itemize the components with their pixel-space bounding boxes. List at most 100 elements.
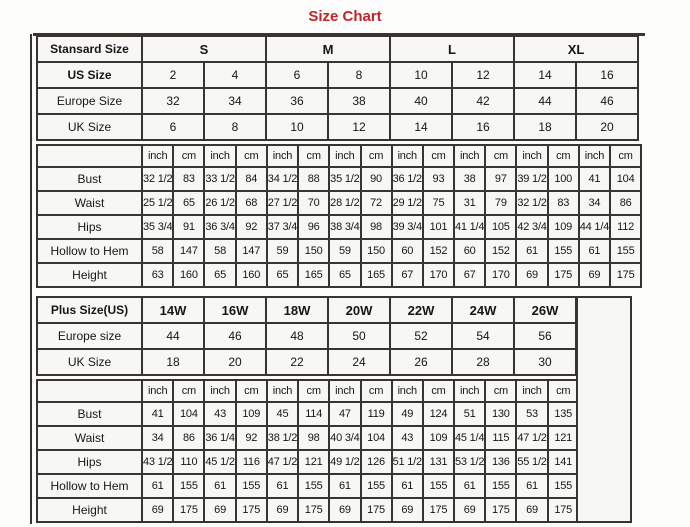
measure-value-cell: 86	[172, 425, 206, 451]
measure-value-cell: 147	[172, 238, 206, 264]
measure-value-cell: 109	[234, 401, 268, 427]
unit-cell: inch	[328, 144, 362, 168]
measure-value-cell: 101	[421, 214, 455, 240]
measure-value-cell: 91	[172, 214, 206, 240]
unit-cell: inch	[515, 379, 549, 403]
empty-label-cell	[36, 379, 143, 403]
unit-cell: cm	[546, 144, 580, 168]
measure-value-cell: 49	[390, 401, 424, 427]
measure-value-cell: 69	[390, 497, 424, 523]
measure-value-cell: 35 1/2	[328, 166, 362, 192]
measure-value-cell: 152	[421, 238, 455, 264]
unit-cell: cm	[484, 379, 518, 403]
measure-value-cell: 36 3/4	[203, 214, 237, 240]
measure-value-cell: 28 1/2	[328, 190, 362, 216]
info-value-cell: 14	[513, 61, 577, 89]
size-row-label: Stansard Size	[36, 35, 143, 63]
measure-value-cell: 175	[421, 497, 455, 523]
unit-cell: inch	[140, 144, 175, 168]
measure-value-cell: 27 1/2	[265, 190, 300, 216]
size-cell: L	[389, 35, 515, 63]
measure-value-cell: 97	[484, 166, 518, 192]
measure-value-cell: 72	[359, 190, 393, 216]
unit-cell: inch	[390, 379, 424, 403]
measure-value-cell: 67	[452, 262, 487, 288]
measure-value-cell: 175	[297, 497, 331, 523]
measure-value-cell: 150	[359, 238, 393, 264]
measure-value-cell: 126	[359, 449, 393, 475]
measure-value-cell: 65	[328, 262, 362, 288]
info-row-label: Europe size	[36, 322, 143, 350]
measure-value-cell: 98	[359, 214, 393, 240]
info-value-cell: 16	[451, 113, 515, 141]
measure-value-cell: 61	[265, 473, 300, 499]
info-value-cell: 8	[327, 61, 391, 89]
unit-cell: inch	[328, 379, 362, 403]
info-value-cell: 10	[265, 113, 329, 141]
measure-value-cell: 67	[390, 262, 424, 288]
measure-value-cell: 155	[546, 473, 580, 499]
unit-cell: inch	[140, 379, 175, 403]
page-title: Size Chart	[308, 8, 382, 25]
measure-value-cell: 79	[484, 190, 518, 216]
info-value-cell: 50	[327, 322, 391, 350]
measure-value-cell: 44 1/4	[577, 214, 612, 240]
measure-value-cell: 84	[234, 166, 268, 192]
plus-table-empty-column	[576, 296, 632, 523]
unit-cell: inch	[577, 144, 612, 168]
measure-value-cell: 175	[234, 497, 268, 523]
measure-value-cell: 51 1/2	[390, 449, 424, 475]
info-value-cell: 20	[203, 348, 267, 376]
measure-value-cell: 45 1/4	[452, 425, 487, 451]
measure-value-cell: 155	[172, 473, 206, 499]
unit-cell: cm	[172, 144, 206, 168]
unit-cell: inch	[203, 379, 237, 403]
unit-cell: cm	[297, 144, 331, 168]
info-value-cell: 2	[141, 61, 205, 89]
measure-value-cell: 40 3/4	[328, 425, 362, 451]
measure-value-cell: 69	[328, 497, 362, 523]
measure-value-cell: 65	[265, 262, 300, 288]
measure-value-cell: 49 1/2	[328, 449, 362, 475]
measure-value-cell: 33 1/2	[203, 166, 237, 192]
measure-value-cell: 26 1/2	[203, 190, 237, 216]
info-value-cell: 52	[389, 322, 453, 350]
unit-cell: inch	[452, 144, 487, 168]
measure-value-cell: 61	[140, 473, 175, 499]
unit-cell: cm	[359, 144, 393, 168]
unit-cell: cm	[172, 379, 206, 403]
measure-value-cell: 38	[452, 166, 487, 192]
measure-value-cell: 124	[421, 401, 455, 427]
info-value-cell: 26	[389, 348, 453, 376]
measure-value-cell: 59	[265, 238, 300, 264]
measure-value-cell: 61	[515, 238, 549, 264]
measure-value-cell: 119	[359, 401, 393, 427]
measure-value-cell: 41 1/4	[452, 214, 487, 240]
unit-cell: cm	[234, 144, 268, 168]
measure-value-cell: 68	[234, 190, 268, 216]
measure-value-cell: 47 1/2	[515, 425, 549, 451]
info-value-cell: 44	[141, 322, 205, 350]
info-value-cell: 48	[265, 322, 329, 350]
info-value-cell: 18	[513, 113, 577, 141]
size-cell: 18W	[265, 296, 329, 324]
measure-value-cell: 61	[390, 473, 424, 499]
measure-value-cell: 136	[484, 449, 518, 475]
measure-value-cell: 175	[484, 497, 518, 523]
measure-value-cell: 109	[421, 425, 455, 451]
measure-value-cell: 29 1/2	[390, 190, 424, 216]
measure-row-label: Bust	[36, 401, 143, 427]
measure-value-cell: 92	[234, 425, 268, 451]
unit-cell: inch	[265, 379, 300, 403]
measure-value-cell: 69	[140, 497, 175, 523]
info-value-cell: 8	[203, 113, 267, 141]
measure-value-cell: 60	[452, 238, 487, 264]
measure-value-cell: 32 1/2	[140, 166, 175, 192]
measure-value-cell: 93	[421, 166, 455, 192]
measure-value-cell: 47	[328, 401, 362, 427]
info-row-label: US Size	[36, 61, 143, 89]
measure-value-cell: 34 1/2	[265, 166, 300, 192]
measure-row-label: Height	[36, 262, 143, 288]
info-value-cell: 10	[389, 61, 453, 89]
info-value-cell: 34	[203, 87, 267, 115]
